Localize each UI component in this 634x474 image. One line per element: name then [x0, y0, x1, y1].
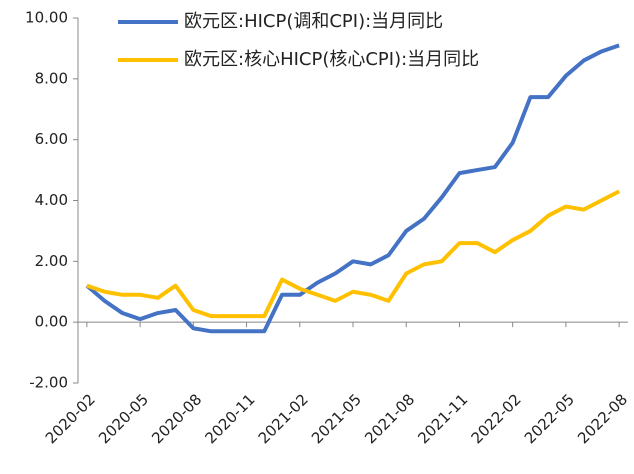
x-tick-label: 2021-11 [414, 390, 471, 447]
y-tick-label: 10.00 [25, 9, 68, 27]
x-tick-label: 2022-08 [574, 390, 631, 447]
x-tick-label: 2021-02 [255, 390, 312, 447]
x-tick-label: 2021-08 [361, 390, 418, 447]
x-tick-label: 2020-02 [42, 390, 99, 447]
y-tick-label: 0.00 [35, 313, 68, 331]
legend-label: 欧元区:核心HICP(核心CPI):当月同比 [184, 49, 479, 70]
y-tick-label: -2.00 [29, 374, 68, 392]
x-tick-label: 2022-05 [521, 390, 578, 447]
x-tick-label: 2022-02 [468, 390, 525, 447]
series-line [86, 189, 621, 319]
x-tick-label: 2020-11 [202, 390, 259, 447]
series-line [85, 43, 620, 334]
y-tick-label: 4.00 [35, 191, 68, 209]
x-tick-label: 2021-05 [308, 390, 365, 447]
y-tick-label: 8.00 [35, 69, 68, 87]
y-tick-label: 2.00 [35, 252, 68, 270]
y-tick-label: 6.00 [35, 130, 68, 148]
x-tick-label: 2020-08 [148, 390, 205, 447]
legend-label: 欧元区:HICP(调和CPI):当月同比 [184, 11, 443, 32]
x-tick-label: 2020-05 [95, 390, 152, 447]
